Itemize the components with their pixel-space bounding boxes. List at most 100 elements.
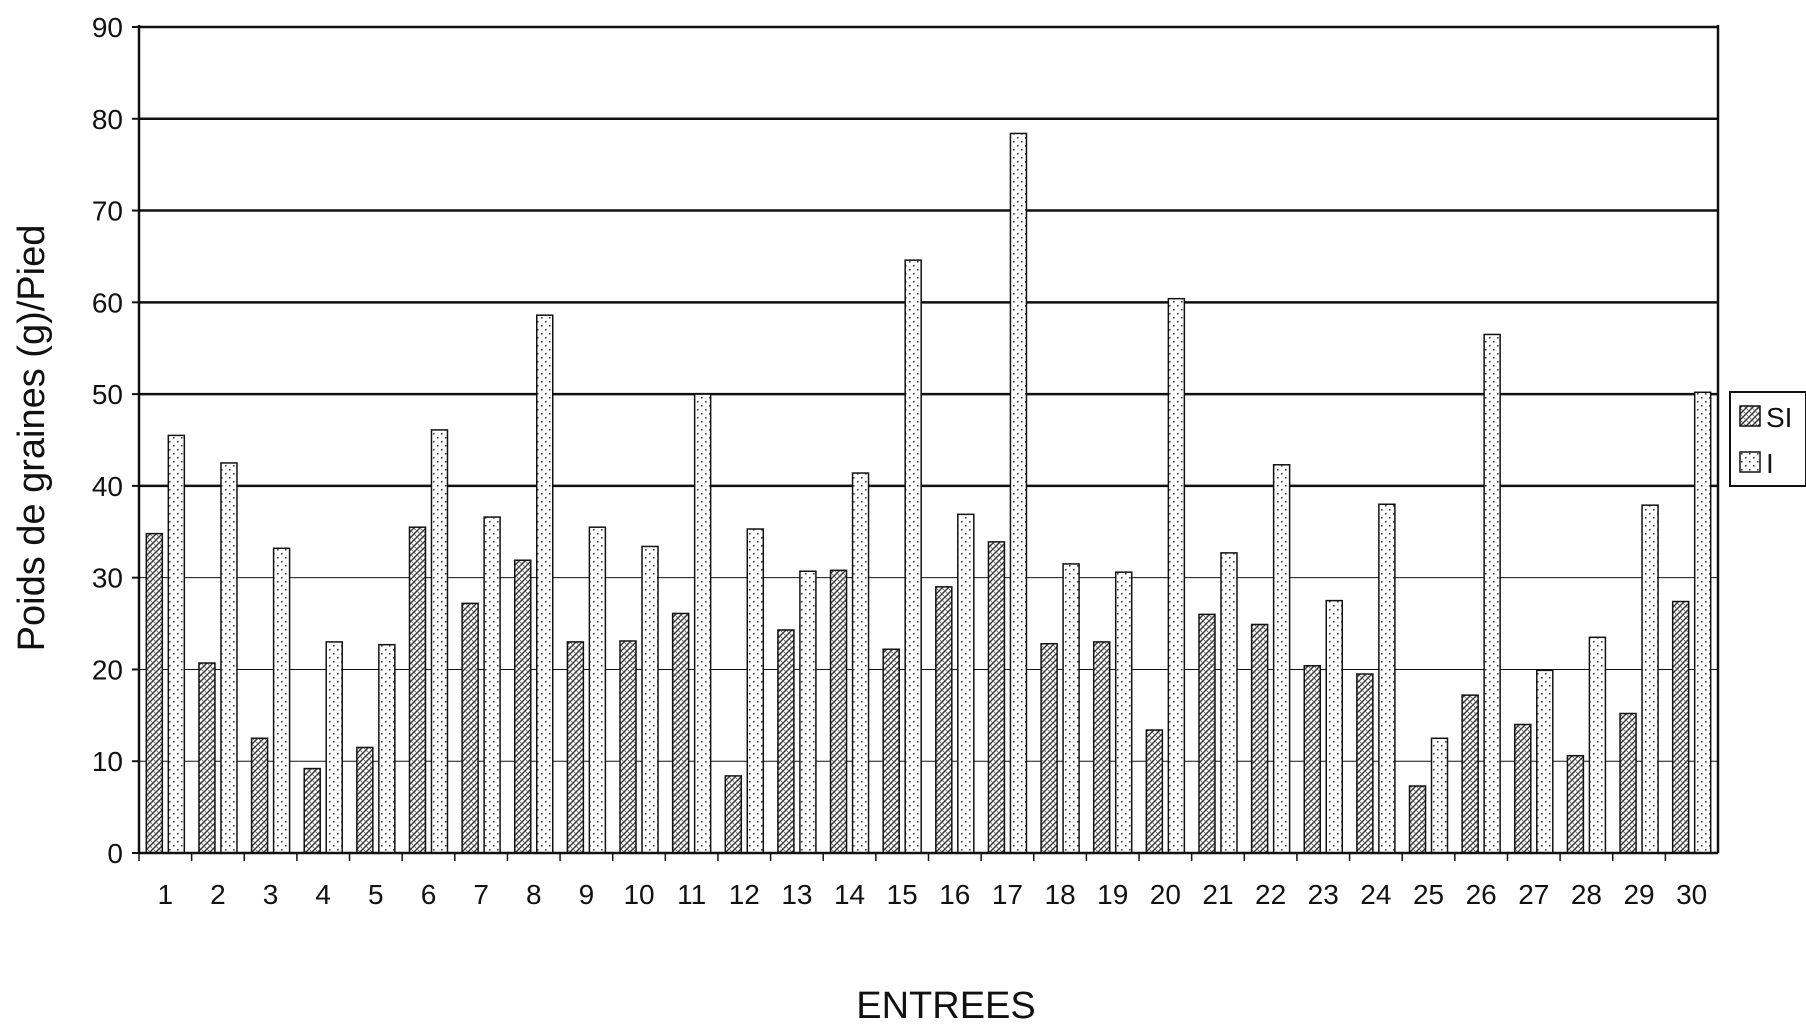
x-tick-label: 13 xyxy=(781,879,812,910)
legend: SI I xyxy=(1729,391,1806,487)
bar-i-8 xyxy=(536,314,554,854)
bar-si-10 xyxy=(619,640,637,854)
y-tick-label: 40 xyxy=(92,471,123,502)
bar-si-21 xyxy=(1198,613,1216,854)
bar-si-14 xyxy=(829,569,848,854)
x-tick-label: 20 xyxy=(1150,879,1181,910)
x-tick-label: 28 xyxy=(1571,879,1602,910)
bar-i-14 xyxy=(851,472,870,854)
bar-i-29 xyxy=(1641,504,1659,854)
y-tick-label: 70 xyxy=(92,196,123,227)
bar-si-8 xyxy=(514,559,532,854)
x-tick-label: 7 xyxy=(473,879,489,910)
x-tick-label: 6 xyxy=(421,879,437,910)
bar-i-16 xyxy=(957,513,975,854)
bar-i-1 xyxy=(167,434,186,854)
bar-si-1 xyxy=(145,532,164,854)
x-tick-label: 18 xyxy=(1045,879,1076,910)
bar-i-15 xyxy=(904,259,922,854)
bar-si-29 xyxy=(1619,712,1637,854)
bar-si-12 xyxy=(724,775,743,854)
bar-i-24 xyxy=(1378,503,1396,854)
x-tick-label: 15 xyxy=(887,879,918,910)
x-tick-label: 14 xyxy=(834,879,865,910)
x-tick-label: 25 xyxy=(1413,879,1444,910)
bar-i-5 xyxy=(378,643,396,854)
bar-si-28 xyxy=(1566,754,1585,854)
x-tick-label: 3 xyxy=(263,879,279,910)
bar-si-5 xyxy=(356,746,374,854)
y-tick-label: 0 xyxy=(107,838,123,869)
bar-si-6 xyxy=(408,526,427,854)
legend-swatch-si xyxy=(1739,405,1761,427)
bar-si-26 xyxy=(1461,694,1479,854)
x-tick-label: 17 xyxy=(992,879,1023,910)
bar-i-18 xyxy=(1062,563,1080,854)
bar-i-4 xyxy=(325,641,343,854)
x-tick-label: 16 xyxy=(939,879,970,910)
bar-i-30 xyxy=(1693,391,1712,854)
x-tick-label: 29 xyxy=(1623,879,1654,910)
x-tick-label: 22 xyxy=(1255,879,1286,910)
x-tick-label: 10 xyxy=(623,879,654,910)
legend-label-si: SI xyxy=(1766,402,1792,433)
x-axis-title: ENTREES xyxy=(856,985,1035,1026)
bar-i-12 xyxy=(746,528,765,854)
bar-i-11 xyxy=(693,393,712,854)
bar-si-15 xyxy=(882,648,900,854)
bar-i-22 xyxy=(1272,464,1291,854)
bar-si-30 xyxy=(1671,600,1690,854)
x-tick-label: 2 xyxy=(210,879,226,910)
bar-si-27 xyxy=(1514,723,1532,854)
bar-i-27 xyxy=(1536,669,1554,854)
bar-si-3 xyxy=(250,737,269,854)
x-tick-label: 19 xyxy=(1097,879,1128,910)
bar-i-26 xyxy=(1483,333,1501,854)
bar-si-24 xyxy=(1356,673,1374,854)
x-tick-label: 30 xyxy=(1676,879,1707,910)
y-tick-label: 60 xyxy=(92,287,123,318)
bar-si-2 xyxy=(198,662,216,854)
bar-i-25 xyxy=(1430,737,1449,854)
bar-si-17 xyxy=(987,541,1006,854)
bar-si-4 xyxy=(303,767,321,854)
bar-si-25 xyxy=(1408,785,1427,854)
bar-i-2 xyxy=(220,462,238,854)
bar-i-28 xyxy=(1588,636,1607,854)
x-tick-label: 27 xyxy=(1518,879,1549,910)
y-tick-label: 80 xyxy=(92,104,123,135)
bar-i-19 xyxy=(1114,571,1133,854)
bar-i-10 xyxy=(641,545,659,854)
y-tick-label: 90 xyxy=(92,12,123,43)
x-tick-label: 12 xyxy=(729,879,760,910)
bar-si-16 xyxy=(935,586,953,854)
x-tick-label: 11 xyxy=(677,879,706,910)
y-tick-label: 30 xyxy=(92,563,123,594)
y-tick-label: 50 xyxy=(92,379,123,410)
x-tick-label: 9 xyxy=(579,879,595,910)
bar-i-21 xyxy=(1220,552,1238,854)
bar-si-9 xyxy=(566,641,585,854)
bar-si-19 xyxy=(1092,641,1111,854)
x-tick-label: 4 xyxy=(315,879,331,910)
bar-i-23 xyxy=(1325,599,1343,854)
bar-si-20 xyxy=(1145,729,1164,854)
x-tick-label: 23 xyxy=(1308,879,1339,910)
x-tick-label: 5 xyxy=(368,879,384,910)
bar-i-17 xyxy=(1009,132,1028,854)
bar-i-9 xyxy=(588,526,607,854)
gridlines xyxy=(139,25,1718,762)
bar-i-6 xyxy=(430,429,449,854)
x-tick-label: 26 xyxy=(1466,879,1497,910)
bar-si-22 xyxy=(1250,623,1269,854)
y-axis-title: Poids de graines (g)/Pied xyxy=(11,225,53,652)
bar-si-23 xyxy=(1303,665,1321,854)
bar-si-13 xyxy=(777,629,795,854)
bar-i-3 xyxy=(272,547,291,854)
legend-swatch-i xyxy=(1739,451,1761,473)
bars xyxy=(145,132,1712,854)
bar-si-18 xyxy=(1040,642,1058,854)
y-tick-label: 10 xyxy=(92,746,123,777)
